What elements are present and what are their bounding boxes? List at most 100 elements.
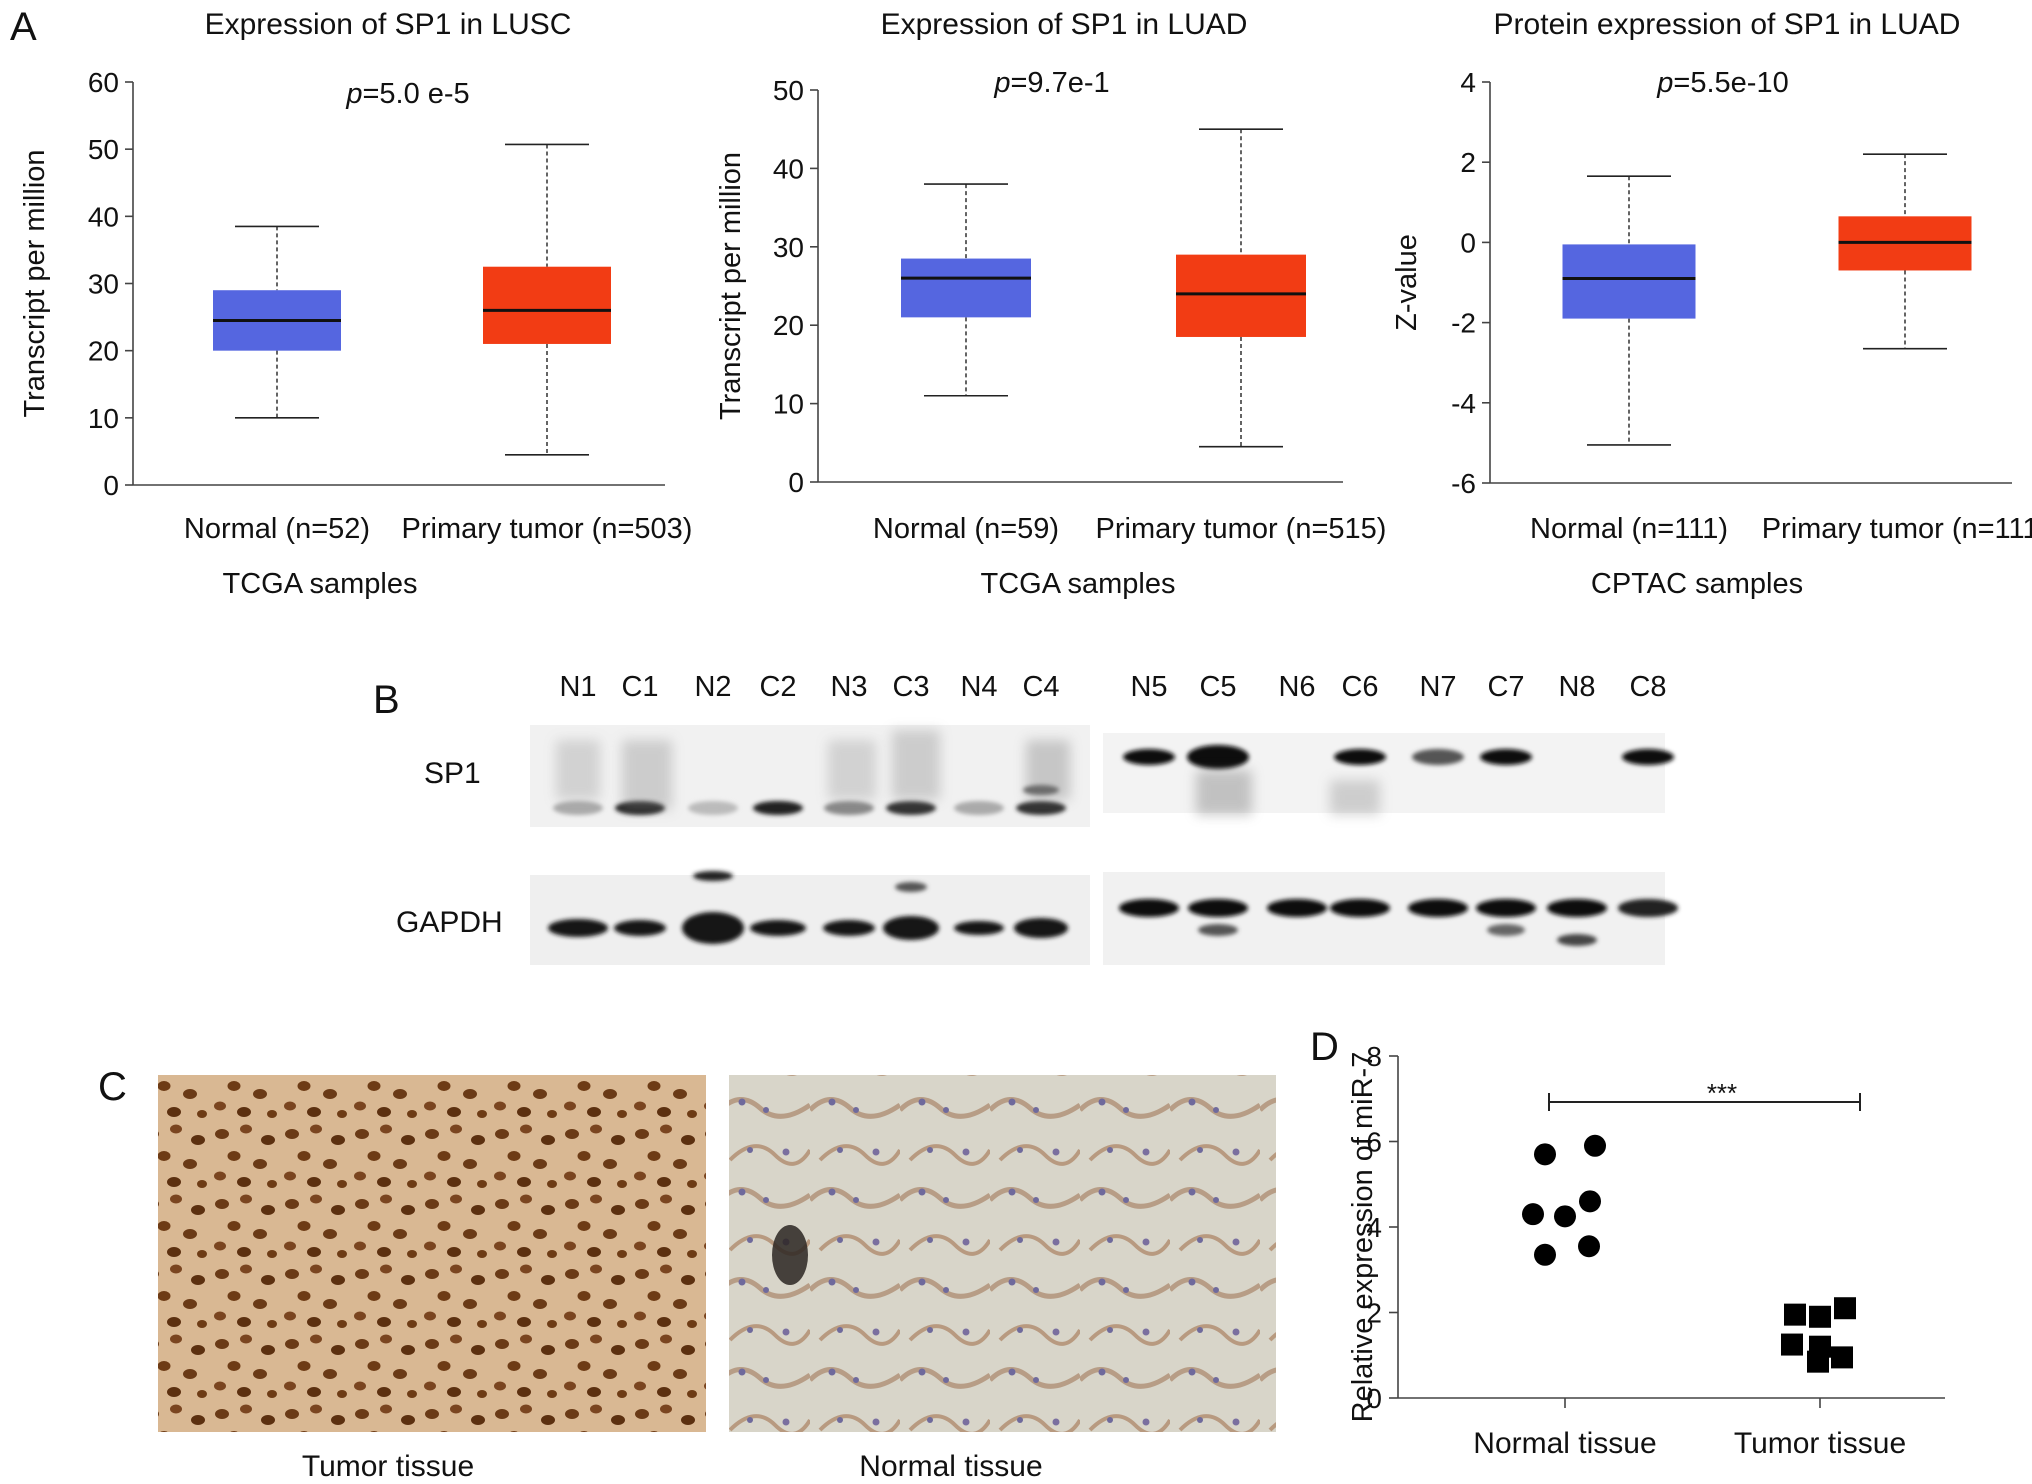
blot-band bbox=[1480, 749, 1532, 765]
panel-label-b: B bbox=[373, 678, 400, 722]
x-axis-label: TCGA samples bbox=[223, 568, 418, 600]
data-point bbox=[1784, 1303, 1806, 1326]
ihc-images: Tumor tissue Normal tissue bbox=[158, 1075, 1276, 1483]
lane-label: N3 bbox=[830, 671, 867, 703]
blot-band bbox=[1187, 745, 1249, 769]
blot-band bbox=[954, 801, 1004, 815]
y-tick-label: 2 bbox=[1366, 1298, 1382, 1329]
pvalue-label: p=5.0 e-5 bbox=[345, 78, 469, 110]
blot-band bbox=[1330, 899, 1390, 917]
y-tick-label: 10 bbox=[773, 389, 804, 420]
boxplot-lusc: Expression of SP1 in LUSC p=5.0 e-5 0 10 20 3… bbox=[19, 8, 692, 600]
panel-label-c: C bbox=[98, 1065, 127, 1109]
blot-band bbox=[1123, 749, 1175, 765]
data-point bbox=[1534, 1143, 1556, 1166]
y-tick-label: -6 bbox=[1451, 468, 1476, 499]
y-tick-label: 60 bbox=[88, 67, 119, 98]
y-tick-label: 20 bbox=[88, 336, 119, 367]
blot-sp1-right-image bbox=[1103, 733, 1665, 813]
data-point bbox=[1809, 1305, 1831, 1328]
blot-band bbox=[1487, 924, 1525, 936]
blot-band bbox=[1014, 918, 1068, 938]
blot-row-label-sp1: SP1 bbox=[424, 757, 481, 790]
boxplot-title: Expression of SP1 in LUSC bbox=[205, 8, 572, 41]
pvalue-label: p=9.7e-1 bbox=[993, 67, 1109, 99]
blot-gapdh-left-image bbox=[530, 875, 1090, 965]
blot-band bbox=[750, 920, 806, 936]
lane-label: N1 bbox=[559, 671, 596, 703]
y-tick-label: 30 bbox=[773, 232, 804, 263]
y-tick-label: 50 bbox=[773, 75, 804, 106]
data-point bbox=[1831, 1346, 1853, 1369]
blot-smears bbox=[556, 730, 1380, 815]
lane-label: C7 bbox=[1487, 671, 1524, 703]
lane-label: C3 bbox=[892, 671, 929, 703]
panel-label-a: A bbox=[10, 5, 37, 49]
blot-band bbox=[682, 912, 744, 944]
lane-label: N7 bbox=[1419, 671, 1456, 703]
y-tick-label: 8 bbox=[1366, 1041, 1382, 1072]
box-iqr bbox=[1562, 244, 1696, 319]
blot-band bbox=[1188, 899, 1248, 917]
y-tick-label: 10 bbox=[88, 403, 119, 434]
data-point bbox=[1781, 1333, 1803, 1356]
data-point bbox=[1522, 1203, 1544, 1226]
blot-row-label-gapdh: GAPDH bbox=[396, 906, 503, 939]
lane-label: C6 bbox=[1341, 671, 1378, 703]
blot-band bbox=[688, 801, 738, 815]
data-point bbox=[1584, 1134, 1606, 1157]
data-point bbox=[1579, 1190, 1601, 1213]
y-tick-label: 50 bbox=[88, 134, 119, 165]
blot-band bbox=[1119, 899, 1179, 917]
blot-band bbox=[824, 801, 874, 815]
category-label: Normal tissue bbox=[1473, 1427, 1656, 1460]
y-tick-label: 0 bbox=[1366, 1383, 1382, 1414]
blot-band bbox=[1547, 899, 1607, 917]
y-tick-label: 40 bbox=[88, 201, 119, 232]
y-axis-label: Transcript per million bbox=[715, 152, 747, 420]
category-label: Primary tumor (n=503) bbox=[402, 513, 693, 545]
y-tick-label: 0 bbox=[103, 470, 119, 501]
category-label: Normal (n=59) bbox=[873, 513, 1059, 545]
western-blot: N1 C1 N2 C2 N3 C3 N4 C4 N5 C5 N6 C6 N7 C7 N8 C8 SP1 GAP… bbox=[396, 671, 1678, 965]
ihc-tumor-image bbox=[158, 1075, 706, 1432]
boxplot-title: Expression of SP1 in LUAD bbox=[881, 8, 1248, 41]
box-iqr bbox=[901, 258, 1031, 318]
data-point bbox=[1834, 1297, 1856, 1320]
y-tick-label: 0 bbox=[1460, 227, 1476, 258]
category-label: Primary tumor (n=111) bbox=[1762, 513, 2032, 545]
blot-band bbox=[753, 801, 803, 815]
y-tick-label: 4 bbox=[1460, 67, 1476, 98]
data-point bbox=[1807, 1350, 1829, 1373]
blot-band bbox=[1198, 924, 1238, 936]
y-tick-label: 0 bbox=[788, 467, 804, 498]
x-axis-label: CPTAC samples bbox=[1591, 568, 1803, 600]
blot-band bbox=[1408, 899, 1468, 917]
boxplot-luad: Expression of SP1 in LUAD p=9.7e-1 0 10 20 30… bbox=[715, 8, 1386, 600]
lane-label: C5 bbox=[1199, 671, 1236, 703]
lane-label: N5 bbox=[1130, 671, 1167, 703]
ihc-caption-tumor: Tumor tissue bbox=[302, 1450, 474, 1483]
y-tick-label: 2 bbox=[1460, 147, 1476, 178]
blot-band bbox=[548, 919, 608, 937]
boxplot-luad-protein: Protein expression of SP1 in LUAD p=5.5e-… bbox=[1391, 8, 2032, 600]
y-tick-label: 4 bbox=[1366, 1212, 1382, 1243]
ihc-normal-dark-spot bbox=[772, 1225, 808, 1285]
lane-label: N6 bbox=[1278, 671, 1315, 703]
boxplot-title: Protein expression of SP1 in LUAD bbox=[1494, 8, 1961, 41]
category-label: Tumor tissue bbox=[1734, 1427, 1906, 1460]
blot-sp1-left-image bbox=[530, 725, 1090, 827]
x-axis-label: TCGA samples bbox=[981, 568, 1176, 600]
blot-band bbox=[954, 921, 1004, 935]
y-tick-label: -4 bbox=[1451, 388, 1476, 419]
lane-label: C1 bbox=[621, 671, 658, 703]
lane-label: N4 bbox=[960, 671, 997, 703]
lane-label: N8 bbox=[1558, 671, 1595, 703]
blot-band bbox=[1016, 801, 1066, 815]
blot-band bbox=[693, 871, 733, 881]
y-tick-label: -2 bbox=[1451, 308, 1476, 339]
blot-band bbox=[823, 920, 875, 936]
y-axis-label: Z-value bbox=[1391, 234, 1423, 331]
